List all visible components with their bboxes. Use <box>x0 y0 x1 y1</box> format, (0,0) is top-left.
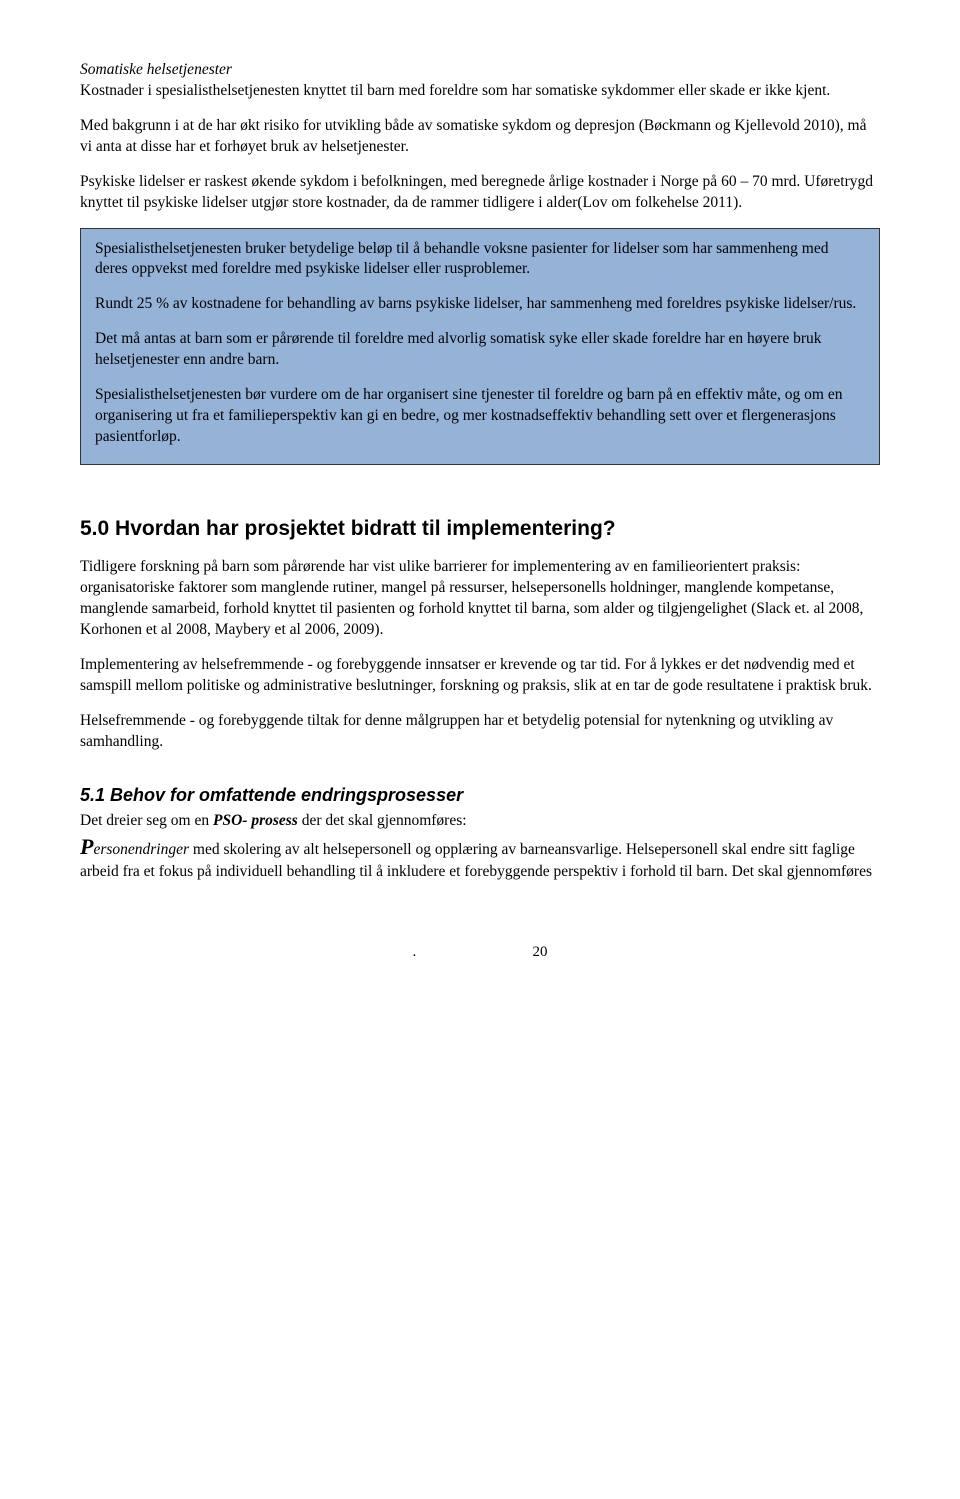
callout-box: Spesialisthelsetjenesten bruker betydeli… <box>80 228 880 465</box>
heading-5-1: 5.1 Behov for omfattende endringsprosess… <box>80 783 880 807</box>
p8-post: der det skal gjennomføres: <box>298 812 467 829</box>
paragraph-8: Det dreier seg om en PSO- prosess der de… <box>80 811 880 832</box>
paragraph-3: Psykiske lidelser er raskest økende sykd… <box>80 172 880 214</box>
callout-paragraph-4: Spesialisthelsetjenesten bør vurdere om … <box>95 385 865 448</box>
p8-bold: PSO- prosess <box>213 812 298 829</box>
page-footer: .20 <box>80 942 880 962</box>
paragraph-6: Implementering av helsefremmende - og fo… <box>80 655 880 697</box>
callout-paragraph-3: Det må antas at barn som er pårørende ti… <box>95 329 865 371</box>
callout-paragraph-2: Rundt 25 % av kostnadene for behandling … <box>95 294 865 315</box>
p9-after: med skolering av alt helsepersonell og o… <box>80 841 872 880</box>
heading-5-0: 5.0 Hvordan har prosjektet bidratt til i… <box>80 515 880 543</box>
section-subheading-text: Somatiske helsetjenester <box>80 61 232 78</box>
p9-initial: P <box>80 834 93 859</box>
p8-pre: Det dreier seg om en <box>80 812 213 829</box>
callout-paragraph-1: Spesialisthelsetjenesten bruker betydeli… <box>95 239 865 281</box>
paragraph-1: Kostnader i spesialisthelsetjenesten kny… <box>80 81 880 102</box>
page-number: 20 <box>533 944 548 960</box>
paragraph-2: Med bakgrunn i at de har økt risiko for … <box>80 116 880 158</box>
p9-rest: ersonendringer <box>93 841 189 858</box>
section-subheading: Somatiske helsetjenester <box>80 60 880 81</box>
paragraph-7: Helsefremmende - og forebyggende tiltak … <box>80 711 880 753</box>
paragraph-9: Personendringer med skolering av alt hel… <box>80 832 880 883</box>
footer-dot: . <box>413 942 533 962</box>
paragraph-5: Tidligere forskning på barn som pårørend… <box>80 557 880 641</box>
